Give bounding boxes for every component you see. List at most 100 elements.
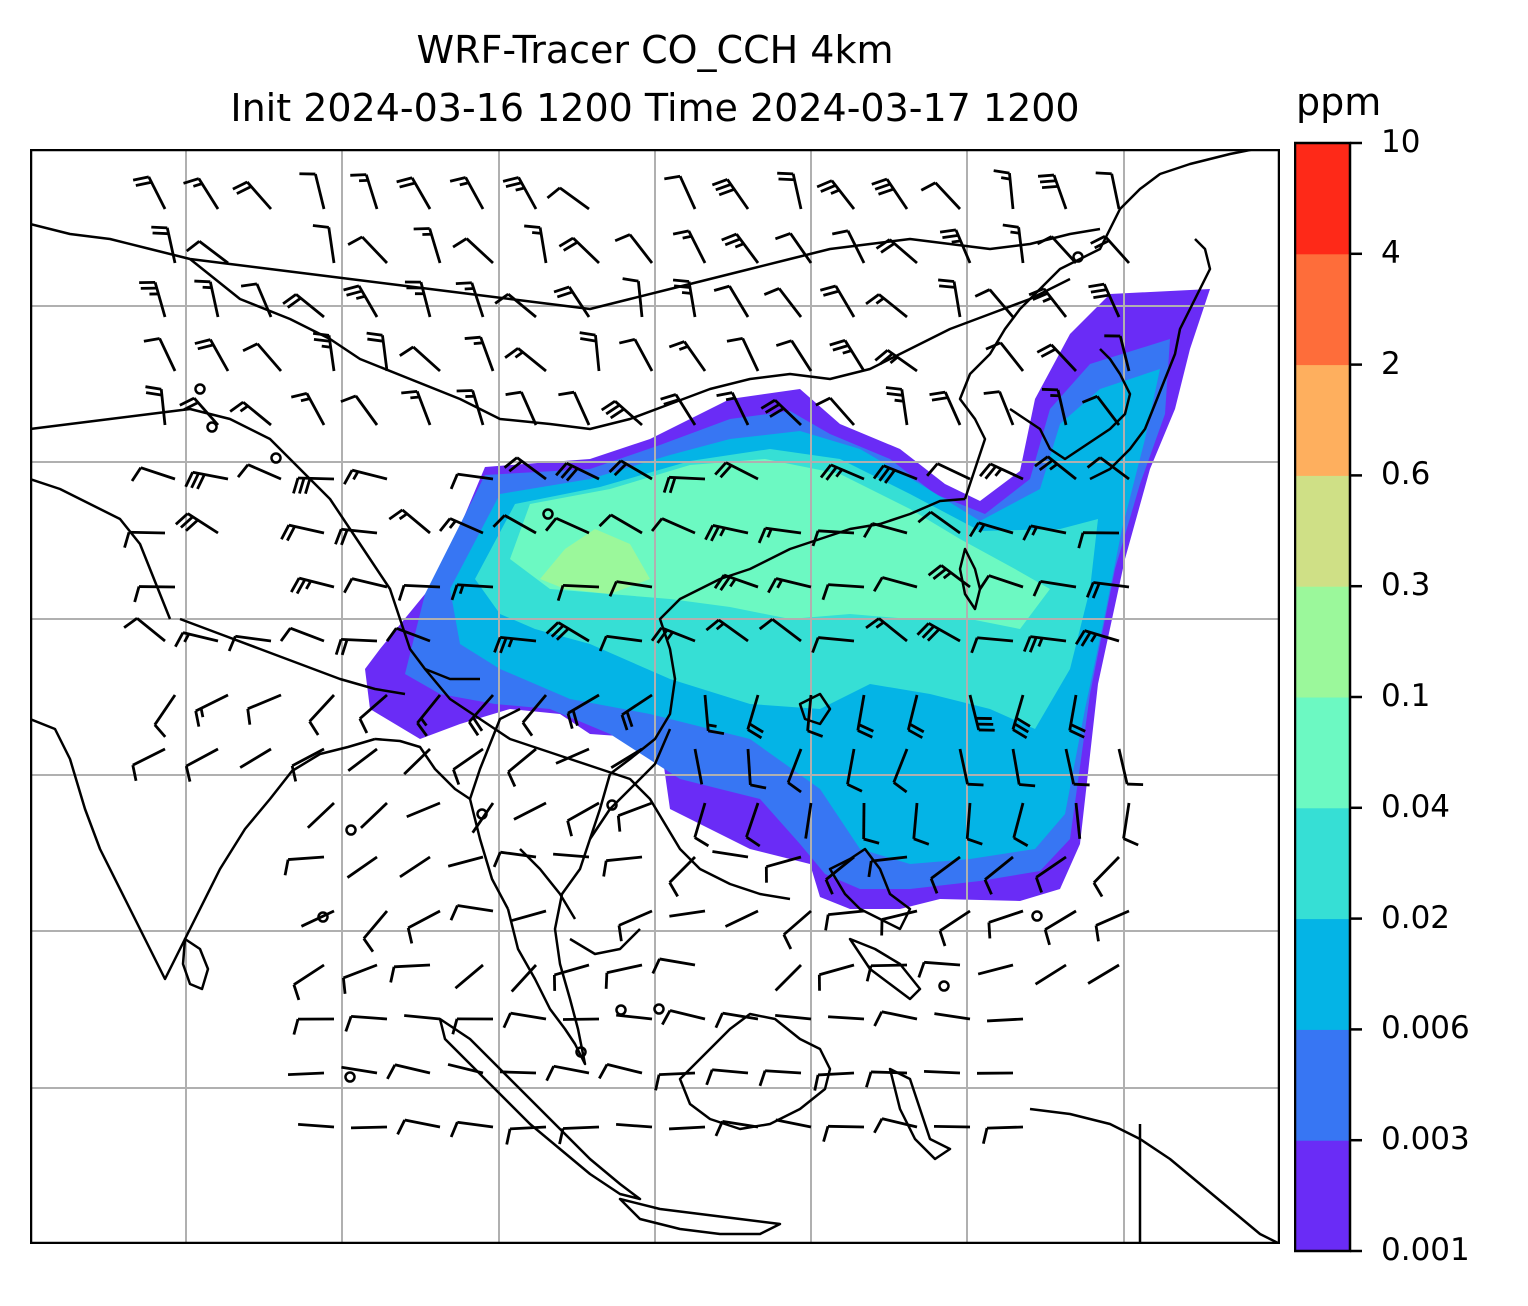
colorbar-tick-label: 0.3 (1381, 567, 1431, 604)
coast-java (618, 1197, 782, 1236)
wind-barb-shaft (1050, 235, 1078, 264)
wind-barb-flag (1069, 729, 1085, 739)
wind-barb-flag (656, 629, 669, 644)
wind-barb-flag (617, 925, 623, 942)
wind-barb-flag (862, 522, 874, 538)
wind-barb-shaft (507, 747, 537, 774)
wind-barb-shaft (617, 801, 653, 817)
wind-barb-shaft (412, 345, 441, 373)
wind-barb-flag (571, 709, 579, 727)
wind-barb-shaft (404, 1014, 441, 1021)
wind-barb-shaft (1096, 395, 1121, 426)
wind-barb-shaft (306, 801, 335, 829)
wind-barb-flag (938, 284, 956, 289)
coast-korea (1009, 348, 1132, 461)
wind-barb-shaft (827, 1015, 865, 1021)
coast-sulawesi (888, 1067, 952, 1161)
wind-barb-shaft (988, 574, 1024, 589)
wind-barb-flag (545, 1065, 555, 1082)
wind-barb-flag (305, 580, 312, 590)
wind-barb-flag (747, 728, 763, 740)
wind-barb-shaft (153, 694, 177, 726)
wind-barb-flag (151, 225, 168, 230)
wind-barb-flag (499, 637, 508, 654)
wind-barb-flag (312, 332, 330, 337)
wind-barb-flag (555, 627, 570, 641)
wind-barb-flag (760, 398, 776, 410)
wind-barb-shaft (341, 527, 378, 535)
wind-barb-flag (719, 576, 731, 592)
wind-barb-flag (878, 187, 895, 196)
wind-barb-shaft (358, 693, 388, 720)
wind-barb-flag (705, 1069, 714, 1086)
wind-barb-shaft (452, 747, 484, 771)
border-china-mongolia (189, 258, 1071, 431)
wind-barb-flag (663, 398, 680, 406)
wind-barb-shaft (1042, 287, 1068, 318)
wind-barb-shaft (1122, 802, 1131, 839)
wind-barb-flag (872, 576, 884, 592)
colorbar-tick-label: 0.001 (1381, 1232, 1470, 1268)
wind-barb-flag (493, 636, 502, 653)
wind-barb-shaft (342, 963, 378, 980)
wind-barb-flag (1002, 223, 1019, 229)
wind-barb-flag (711, 178, 728, 187)
wind-barb-flag (1019, 783, 1036, 788)
wind-barb-shaft (828, 909, 865, 916)
wind-barb-flag (246, 708, 252, 725)
wind-barb-shaft (712, 1068, 749, 1075)
wind-barb-flag (492, 851, 502, 868)
wind-barb-shaft (500, 850, 537, 859)
wind-barb-flag (1095, 171, 1112, 176)
wind-barb-flag (313, 337, 331, 343)
wind-barb-shaft (775, 1014, 812, 1021)
colorbar-segment (1295, 1140, 1350, 1252)
borders (30, 258, 1142, 1244)
wind-barb-flag (1000, 176, 1011, 181)
wind-barb-shaft (347, 747, 378, 772)
wind-barb-flag (545, 621, 560, 635)
wind-barb-flag (1034, 455, 1049, 468)
wind-barb-flag (774, 232, 791, 241)
wind-barb-flag (820, 184, 837, 193)
wind-barb-flag (811, 530, 820, 547)
wind-barb-shaft (724, 909, 759, 928)
wind-barb-flag (757, 527, 767, 544)
wind-barb-shaft (471, 802, 495, 834)
wind-barb-shaft (806, 694, 813, 731)
wind-barb-shaft (606, 855, 643, 863)
wind-barb-shaft (1008, 173, 1015, 210)
wind-barb-flag (622, 277, 639, 283)
wind-barb-flag (398, 512, 408, 521)
wind-barb-flag (832, 344, 849, 352)
wind-barb-flag (1039, 179, 1057, 184)
wind-barb-flag (362, 937, 375, 953)
wind-barb-flag (1091, 582, 1101, 599)
wind-barb-flag (355, 294, 366, 300)
wind-barb-flag (931, 396, 948, 402)
wind-barb-flag (682, 234, 692, 240)
wind-barb-flag (884, 469, 896, 484)
wind-barb-shaft (314, 173, 326, 210)
border-india-pakistan (30, 477, 172, 620)
wind-barb-flag (340, 639, 349, 656)
wind-barb-flag (343, 577, 354, 594)
wind-barb-flag (286, 296, 302, 309)
wind-barb-flag (183, 401, 199, 411)
wind-barb-flag (566, 712, 574, 730)
wind-barb-flag (714, 1120, 724, 1137)
wind-barb-shaft (775, 1118, 812, 1129)
wind-barb-shaft (158, 337, 177, 372)
wind-barb-flag (1041, 387, 1059, 392)
wind-barb-flag (1090, 288, 1107, 294)
wind-barb-flag (602, 860, 608, 877)
colorbar-tick-label: 0.02 (1381, 899, 1451, 936)
wind-barb-shaft (147, 176, 167, 210)
colorbar-segment (1295, 143, 1350, 255)
colorbar-segment (1295, 697, 1350, 809)
wind-barb-flag (913, 837, 930, 846)
wind-barb-shaft (741, 337, 760, 372)
wind-barb-flag (183, 177, 200, 185)
colorbar-tick-label: 2 (1381, 345, 1401, 382)
wind-barb-flag (650, 627, 663, 642)
